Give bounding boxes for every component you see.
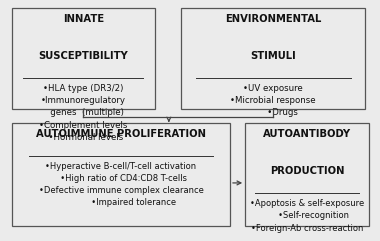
Text: •HLA type (DR3/2)
•Immunoregulatory
   genes  (multiple)
•Complement levels
  •H: •HLA type (DR3/2) •Immunoregulatory gene… xyxy=(39,84,128,142)
Text: PRODUCTION: PRODUCTION xyxy=(270,167,344,176)
Bar xyxy=(12,8,155,109)
Text: •Hyperactive B-cell/T-cell activation
  •High ratio of CD4:CD8 T-cells
•Defectiv: •Hyperactive B-cell/T-cell activation •H… xyxy=(38,162,203,207)
Text: •Apoptosis & self-exposure
     •Self-recognition
•Foreign-Ab cross-reaction: •Apoptosis & self-exposure •Self-recogni… xyxy=(250,199,364,233)
Text: •UV exposure
•Microbial response
       •Drugs: •UV exposure •Microbial response •Drugs xyxy=(230,84,316,117)
Text: SUSCEPTIBILITY: SUSCEPTIBILITY xyxy=(38,51,128,61)
Bar xyxy=(245,123,369,226)
Text: AUTOANTIBODY: AUTOANTIBODY xyxy=(263,129,351,139)
Text: INNATE: INNATE xyxy=(63,14,104,24)
Bar xyxy=(181,8,366,109)
Text: STIMULI: STIMULI xyxy=(250,51,296,61)
Bar xyxy=(12,123,230,226)
Text: ENVIRONMENTAL: ENVIRONMENTAL xyxy=(225,14,321,24)
Text: AUTOIMMUNE PROLIFERATION: AUTOIMMUNE PROLIFERATION xyxy=(36,129,206,139)
